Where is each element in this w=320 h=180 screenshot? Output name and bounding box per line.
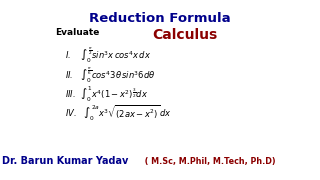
Text: II.   $\int_0^{\frac{\pi}{6}} cos^4 3\theta\, sin^3 6d\theta$: II. $\int_0^{\frac{\pi}{6}} cos^4 3\thet… — [65, 65, 156, 85]
Text: ( M.Sc, M.Phil, M.Tech, Ph.D): ( M.Sc, M.Phil, M.Tech, Ph.D) — [142, 157, 276, 166]
Text: Evaluate: Evaluate — [55, 28, 100, 37]
Text: IV.   $\int_0^{2a} x^3\sqrt{(2ax-x^2)}\,dx$: IV. $\int_0^{2a} x^3\sqrt{(2ax-x^2)}\,dx… — [65, 103, 172, 123]
Text: Calculus: Calculus — [152, 28, 218, 42]
Text: Reduction Formula: Reduction Formula — [89, 12, 231, 25]
Text: III.  $\int_0^{1} x^4(1-x^2)^{\frac{3}{2}}dx$: III. $\int_0^{1} x^4(1-x^2)^{\frac{3}{2}… — [65, 84, 148, 104]
Text: I.    $\int_0^{\frac{\pi}{2}} sin^3x\, cos^4x\, dx$: I. $\int_0^{\frac{\pi}{2}} sin^3x\, cos^… — [65, 45, 151, 65]
Text: Dr. Barun Kumar Yadav: Dr. Barun Kumar Yadav — [2, 156, 128, 166]
